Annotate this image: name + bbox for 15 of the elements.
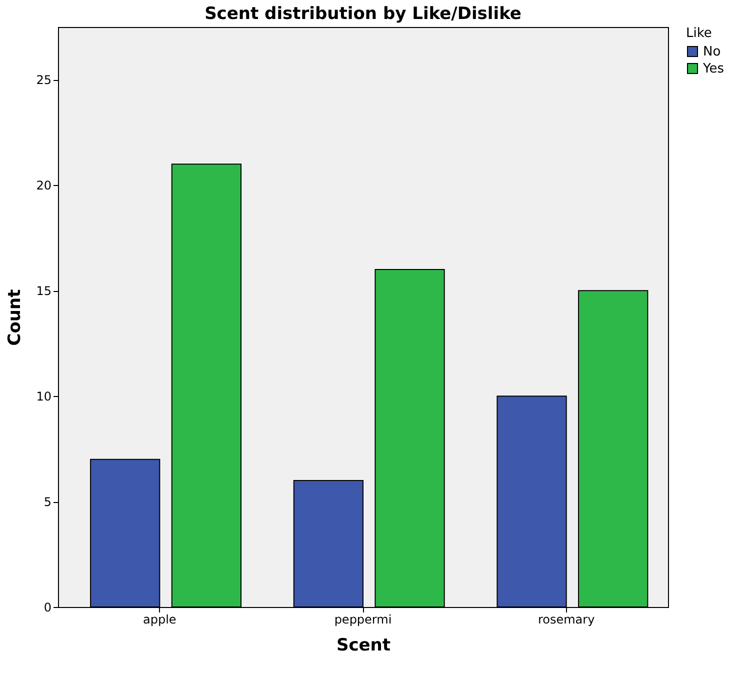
y-tick-label: 0 <box>44 600 52 614</box>
x-tick-label: apple <box>143 612 176 626</box>
y-axis-title: Count <box>5 289 26 346</box>
legend-title: Like <box>686 26 712 41</box>
y-tick-label: 20 <box>36 178 52 193</box>
x-tick-label: peppermi <box>334 612 392 626</box>
legend-label: Yes <box>702 62 724 76</box>
y-tick-label: 25 <box>36 73 52 88</box>
legend-label: No <box>703 44 721 60</box>
x-axis-title: Scent <box>336 636 391 656</box>
chart-title: Scent distribution by Like/Dislike <box>204 4 522 24</box>
y-tick-label: 15 <box>36 284 52 298</box>
y-tick-label: 10 <box>36 390 52 404</box>
x-tick-label: rosemary <box>538 612 595 626</box>
y-tick-label: 5 <box>44 495 52 510</box>
